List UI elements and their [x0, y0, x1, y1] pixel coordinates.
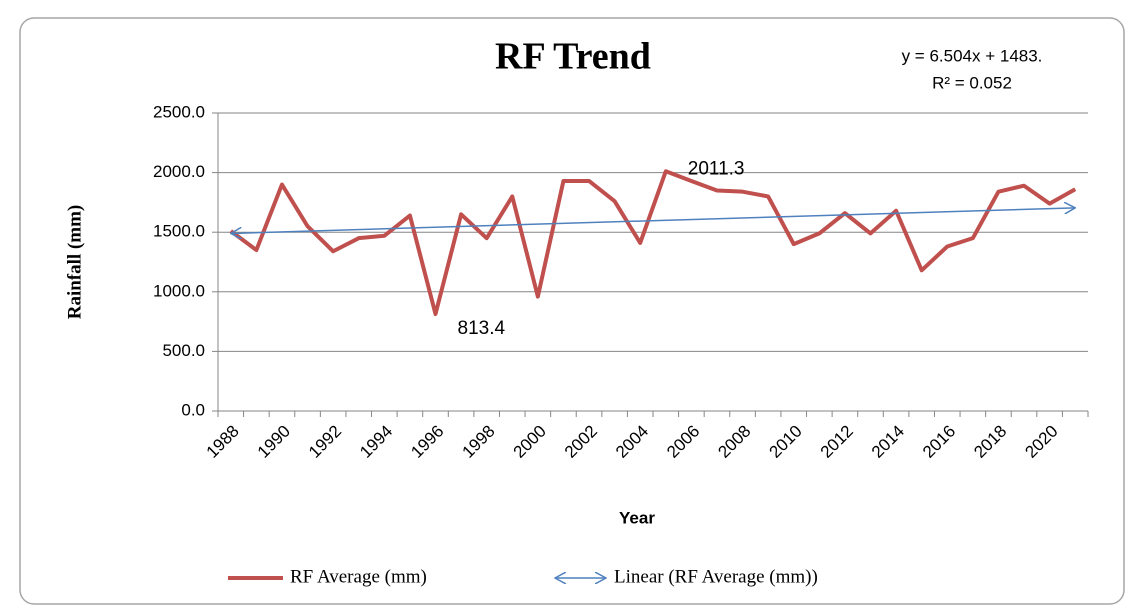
- data-label: 813.4: [458, 318, 506, 339]
- y-tick-label: 2500.0: [153, 102, 205, 121]
- trendline: [231, 208, 1075, 234]
- y-tick-label: 0.0: [181, 400, 205, 419]
- y-axis-label: Rainfall (mm): [64, 205, 85, 320]
- y-tick-label: 2000.0: [153, 162, 205, 181]
- y-tick-label: 500.0: [162, 341, 205, 360]
- x-axis-label: Year: [619, 508, 655, 527]
- trend-r-squared: R² = 0.052: [932, 73, 1012, 92]
- legend-label: RF Average (mm): [290, 566, 427, 587]
- chart-frame: [19, 17, 1125, 605]
- trend-equation: y = 6.504x + 1483.: [902, 46, 1043, 65]
- legend-label: Linear (RF Average (mm)): [614, 566, 818, 587]
- y-tick-label: 1500.0: [153, 222, 205, 241]
- y-tick-label: 1000.0: [153, 281, 205, 300]
- data-label: 2011.3: [688, 158, 745, 179]
- chart-title: RF Trend: [495, 36, 651, 78]
